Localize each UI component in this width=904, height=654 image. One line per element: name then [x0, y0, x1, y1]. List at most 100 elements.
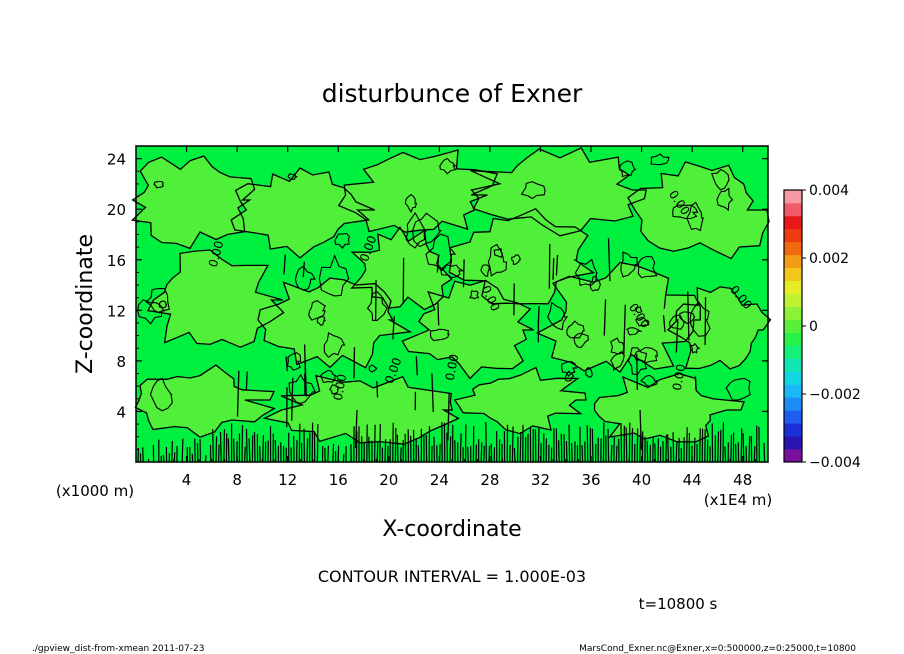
- contour-line: [337, 149, 499, 233]
- surface-contour: [511, 426, 514, 463]
- contour-streak: [623, 304, 626, 355]
- surface-contour: [404, 433, 407, 463]
- surface-contour: [253, 432, 256, 463]
- colorbar: 0.004 0.002 0 −0.002 −0.004: [783, 183, 861, 471]
- positive-region: [258, 278, 411, 368]
- colorbar-tick-label: −0.004: [809, 455, 861, 471]
- footer-left: ./gpview_dist-from-xmean 2011-07-23: [32, 644, 204, 654]
- contour-loop: [469, 289, 480, 300]
- surface-contour: [519, 431, 522, 463]
- x-tick-label: 20: [379, 471, 398, 489]
- surface-contour: [171, 441, 173, 463]
- surface-contour: [459, 433, 462, 463]
- surface-contour: [620, 423, 623, 463]
- positive-field-regions: [132, 147, 771, 445]
- colorbar-tick-label: 0: [809, 319, 818, 335]
- contour-loop: [640, 374, 658, 387]
- colorbar-swatch: [784, 202, 802, 217]
- contour-streak: [675, 319, 679, 353]
- contour-streak: [415, 356, 418, 376]
- surface-contour: [610, 444, 613, 463]
- surface-contour: [675, 441, 678, 463]
- surface-contour: [586, 425, 589, 463]
- y-tick-label: 8: [116, 353, 126, 371]
- contour-streak: [392, 316, 395, 340]
- contour-streak: [447, 392, 450, 441]
- contour-loop: [323, 332, 346, 359]
- chart-title: disturbunce of Exner: [322, 79, 583, 108]
- contour-loop: [319, 369, 338, 384]
- contour-streak: [302, 261, 305, 277]
- contour-loop: [286, 352, 302, 371]
- surface-contour: [396, 434, 399, 463]
- contour-loop: [589, 275, 602, 292]
- surface-contour: [724, 446, 727, 463]
- y-tick-label: 12: [107, 302, 126, 320]
- contour-loop: [404, 193, 418, 214]
- surface-contour: [467, 446, 469, 463]
- surface-contour: [667, 434, 669, 463]
- surface-contour: [162, 455, 165, 463]
- surface-contour: [245, 428, 248, 463]
- surface-contour: [400, 447, 402, 463]
- colorbar-swatch: [784, 358, 802, 372]
- contour-loop: [689, 300, 711, 337]
- contour-loop: [158, 300, 168, 309]
- contour-loop: [610, 337, 625, 355]
- surface-contour: [244, 446, 246, 463]
- positive-region: [338, 150, 498, 233]
- x-tick-label: 12: [278, 471, 297, 489]
- x-tick-label: 40: [632, 471, 651, 489]
- contour-loop: [405, 211, 427, 249]
- positive-region: [135, 365, 275, 438]
- contour-streak: [639, 409, 643, 450]
- surface-contour: [446, 432, 448, 463]
- contour-streak: [603, 299, 607, 336]
- contour-streak: [303, 344, 307, 394]
- contour-line: [666, 286, 772, 370]
- surface-contour: [194, 438, 196, 463]
- colorbar-swatch: [784, 332, 802, 346]
- surface-contour: [693, 437, 696, 463]
- contour-loop: [440, 264, 465, 279]
- colorbar-swatch: [784, 371, 802, 385]
- contour-loop: [137, 299, 165, 325]
- positive-region: [537, 262, 701, 373]
- contour-streak: [283, 254, 286, 275]
- colorbar-tick-label: −0.002: [809, 387, 861, 403]
- contour-loop: [620, 251, 638, 278]
- x-tick-label: 24: [430, 471, 449, 489]
- colorbar-swatch: [784, 345, 802, 359]
- contour-lines: [130, 147, 772, 450]
- surface-contour: [488, 445, 491, 463]
- surface-contour: [717, 431, 720, 463]
- surface-contour: [181, 438, 184, 463]
- x-axis-label: X-coordinate: [382, 517, 521, 542]
- y-axis: 4 8 12 16 20 24: [107, 151, 768, 450]
- colorbar-swatch: [784, 215, 802, 230]
- contour-loop: [716, 187, 734, 212]
- contour-loop: [626, 327, 643, 336]
- surface-contour: [368, 436, 370, 463]
- contour-interval-text: CONTOUR INTERVAL = 1.000E-03: [318, 567, 586, 586]
- contour-streak: [291, 377, 294, 421]
- colorbar-swatch: [784, 280, 802, 295]
- y-tick-label: 20: [107, 201, 126, 219]
- contour-loop: [711, 168, 730, 191]
- surface-contour: [748, 436, 751, 463]
- surface-contour: [483, 445, 485, 463]
- contour-line: [535, 261, 702, 374]
- surface-contour: [537, 426, 540, 463]
- contour-loop: [149, 377, 173, 412]
- surface-contour: [581, 445, 584, 463]
- contour-loop: [635, 316, 651, 327]
- surface-contour: [376, 440, 379, 463]
- surface-contour: [686, 427, 688, 463]
- contour-loop: [412, 212, 442, 248]
- contour-streak: [437, 302, 440, 326]
- contour-loop: [480, 264, 490, 277]
- x-tick-label: 8: [232, 471, 242, 489]
- contour-loop: [566, 320, 585, 339]
- colorbar-swatch: [784, 397, 802, 411]
- y-tick-label: 4: [116, 403, 126, 421]
